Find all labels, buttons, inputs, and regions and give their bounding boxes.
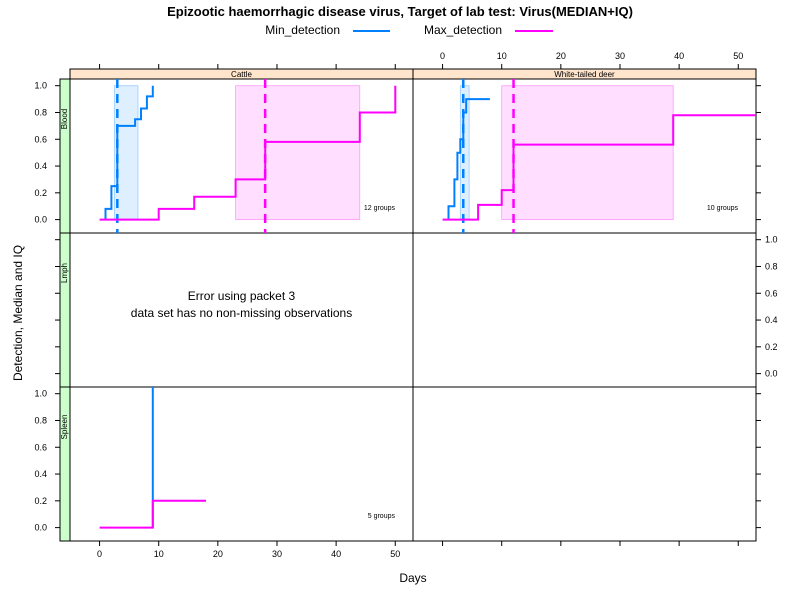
row-strip-label-0: Blood: [60, 109, 69, 129]
iq-band-1: [501, 85, 674, 221]
y-tick-label-0-3: 0.6: [34, 134, 47, 144]
x-tick-label-top-0: 0: [440, 51, 445, 61]
x-tick-label-top-4: 40: [674, 51, 684, 61]
x-tick-label-bottom-4: 40: [331, 549, 341, 559]
y-tick-label-1-5: 1.0: [765, 235, 778, 245]
x-tick-label-bottom-5: 50: [390, 549, 400, 559]
error-text-0: Error using packet 3: [188, 289, 296, 303]
x-tick-label-bottom-2: 20: [213, 549, 223, 559]
panel-2-0: 5 groups: [99, 387, 396, 529]
x-axis-label: Days: [399, 571, 426, 585]
y-tick-label-0-2: 0.4: [34, 161, 47, 171]
legend-label-min: Min_detection: [265, 23, 340, 37]
chart-title: Epizootic haemorrhagic disease virus, Ta…: [167, 4, 633, 19]
y-tick-label-2-5: 1.0: [34, 389, 47, 399]
legend-label-max: Max_detection: [424, 23, 502, 37]
strip-label-0: Cattle: [231, 70, 252, 79]
panel-frame-2-1: [412, 386, 757, 542]
series-line-0: [104, 85, 154, 220]
x-tick-label-bottom-1: 10: [154, 549, 164, 559]
row-strip-0: [59, 78, 71, 234]
x-tick-label-bottom-0: 0: [97, 549, 102, 559]
x-tick-label-top-5: 50: [733, 51, 743, 61]
y-tick-label-1-3: 0.6: [765, 288, 778, 298]
y-tick-label-2-0: 0.0: [34, 523, 47, 533]
series-line-0: [447, 98, 490, 220]
panel-1-0: Error using packet 3 data set has no non-…: [131, 289, 352, 320]
legend: Min_detection Max_detection: [265, 23, 553, 37]
groups-label: 12 groups: [364, 205, 396, 212]
panel-0-1: 10 groups: [442, 79, 756, 233]
row-strip-label-2: Spleen: [60, 415, 69, 440]
y-tick-label-2-3: 0.6: [34, 442, 47, 452]
y-tick-label-0-5: 1.0: [34, 81, 47, 91]
y-tick-label-2-1: 0.2: [34, 496, 47, 506]
row-strip-2: [59, 386, 71, 542]
x-tick-label-top-2: 20: [556, 51, 566, 61]
panel-frame-2-0: [69, 386, 414, 542]
series-line-1: [99, 85, 397, 221]
series-line-1: [99, 499, 206, 529]
x-tick-label-top-1: 10: [497, 51, 507, 61]
iq-band-1: [235, 85, 361, 221]
row-strip-1: [59, 232, 71, 388]
y-tick-label-0-1: 0.2: [34, 188, 47, 198]
strip-label-1: White-tailed deer: [554, 70, 615, 79]
y-tick-label-2-4: 0.8: [34, 415, 47, 425]
panel-grid: Cattle White-tailed deer Blood Lmph Spleen 0 0…: [34, 51, 777, 559]
x-tick-label-top-3: 30: [615, 51, 625, 61]
error-text-1: data set has no non-missing observations: [131, 306, 352, 320]
row-strip-label-1: Lmph: [60, 263, 69, 283]
groups-label: 10 groups: [707, 205, 739, 212]
y-tick-label-2-2: 0.4: [34, 469, 47, 479]
y-tick-label-1-0: 0.0: [765, 369, 778, 379]
x-tick-label-bottom-3: 30: [272, 549, 282, 559]
groups-label: 5 groups: [368, 513, 396, 520]
panel-0-0: 12 groups: [99, 79, 397, 233]
y-axis-label: Detection, Median and IQ: [11, 245, 25, 381]
y-tick-label-0-4: 0.8: [34, 107, 47, 117]
series-line-1: [442, 114, 756, 221]
iq-band-0: [459, 85, 470, 221]
panel-frame-1-1: [412, 232, 757, 388]
y-tick-label-0-0: 0.0: [34, 215, 47, 225]
y-tick-label-1-4: 0.8: [765, 261, 778, 271]
y-tick-label-1-1: 0.2: [765, 342, 778, 352]
y-tick-label-1-2: 0.4: [765, 315, 778, 325]
